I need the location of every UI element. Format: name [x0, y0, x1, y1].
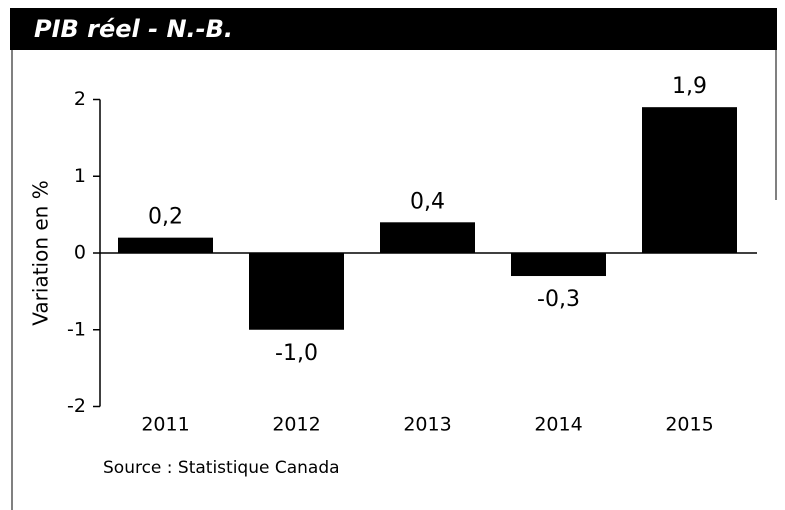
y-axis-label: Variation en % [29, 180, 53, 325]
bar [249, 253, 344, 330]
value-label: 0,2 [148, 205, 183, 230]
value-label: 0,4 [410, 189, 445, 214]
value-label: -1,0 [275, 341, 318, 366]
title-bar [10, 8, 777, 50]
bar [380, 222, 475, 253]
value-label: 1,9 [672, 74, 707, 99]
value-label: -0,3 [537, 287, 580, 312]
x-tick-label: 2011 [141, 414, 189, 436]
y-tick-label: 2 [74, 88, 86, 110]
source-note: Source : Statistique Canada [103, 458, 340, 478]
chart-title: PIB réel - N.-B. [34, 15, 233, 43]
y-tick-label: 0 [74, 242, 86, 264]
x-tick-label: 2014 [534, 414, 582, 436]
bar [118, 237, 213, 253]
bar [511, 253, 606, 277]
y-tick-label: -1 [67, 318, 86, 340]
x-tick-label: 2012 [272, 414, 320, 436]
x-tick-label: 2015 [665, 414, 713, 436]
y-tick-label: 1 [74, 165, 86, 187]
x-tick-label: 2013 [403, 414, 451, 436]
y-tick-label: -2 [67, 395, 86, 417]
bar [642, 107, 737, 253]
